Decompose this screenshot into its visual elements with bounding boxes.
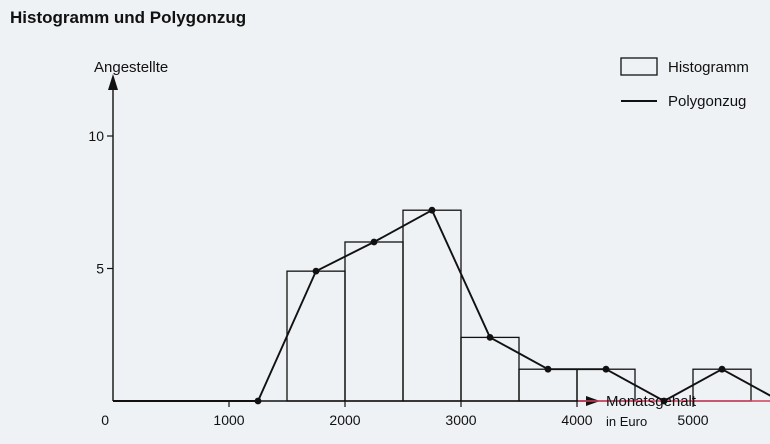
- x-tick-label-2000: 2000: [329, 412, 360, 428]
- y-tick-label-10: 10: [88, 128, 104, 144]
- histogram-bar-5: [518, 368, 578, 402]
- y-axis-arrow: [108, 74, 118, 90]
- x-axis-label: Monatsgehalt: [606, 393, 697, 410]
- x-tick-label-1000: 1000: [213, 412, 244, 428]
- polygon-line: [113, 208, 770, 403]
- histogram-bar-4: [460, 336, 520, 402]
- histogram-bar-3: [402, 209, 462, 402]
- histogram-bar-1: [286, 270, 346, 402]
- y-axis-label: Angestellte: [94, 59, 168, 76]
- histogram-bar-7: [692, 368, 752, 402]
- y-tick-label-5: 5: [96, 261, 104, 277]
- legend: Histogramm Polygonzug: [620, 57, 749, 110]
- polygon-point-9: [660, 397, 668, 405]
- histogram-bars: [286, 209, 752, 402]
- x-tick-label-4000: 4000: [561, 412, 592, 428]
- page-title: Histogramm und Polygonzug: [10, 8, 247, 27]
- origin-label: 0: [101, 412, 109, 428]
- polygon-point-5: [428, 206, 436, 214]
- polygon-point-3: [312, 267, 320, 275]
- axes: [108, 74, 770, 406]
- polygon-markers: [254, 206, 726, 405]
- polygon-point-4: [370, 238, 378, 246]
- legend-polygon-label: Polygonzug: [668, 93, 746, 110]
- legend-histogram-swatch: [620, 57, 658, 76]
- polygon-series: [113, 208, 770, 403]
- polygon-point-8: [602, 365, 610, 373]
- polygon-point-7: [544, 365, 552, 373]
- x-tick-label-3000: 3000: [445, 412, 476, 428]
- legend-histogram-label: Histogramm: [668, 59, 749, 76]
- x-tick-label-5000: 5000: [677, 412, 708, 428]
- polygon-point-2: [254, 397, 262, 405]
- histogram-bar-2: [344, 241, 404, 402]
- x-axis-unit: in Euro: [606, 414, 647, 429]
- polygon-point-10: [718, 365, 726, 373]
- polygon-point-6: [486, 334, 494, 341]
- axis-ticks: 1000200030004000500060007000510: [88, 128, 708, 428]
